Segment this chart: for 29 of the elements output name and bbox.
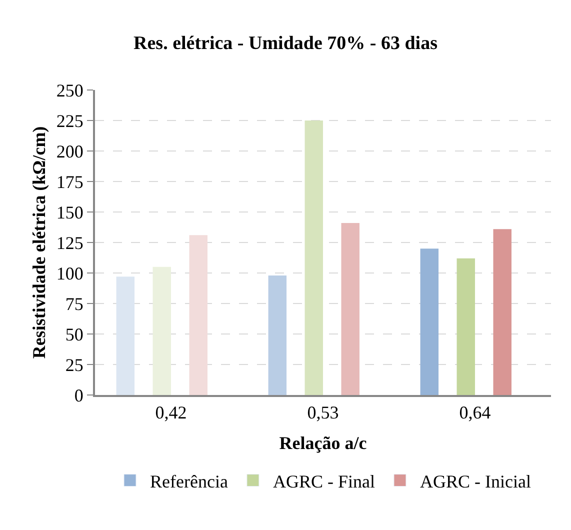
y-tick-label: 100	[56, 263, 84, 284]
x-axis-title: Relação a/c	[279, 433, 367, 454]
x-tick-label: 0,53	[307, 402, 339, 423]
y-tick-label: 225	[56, 110, 84, 131]
y-tick-label: 50	[65, 324, 84, 344]
chart-title: Res. elétrica - Umidade 70% - 63 dias	[134, 33, 438, 54]
bar	[493, 229, 512, 395]
y-tick-label: 250	[56, 80, 84, 100]
x-tick-label: 0,42	[155, 402, 187, 423]
bar	[116, 276, 135, 395]
bar	[268, 275, 287, 395]
bar	[456, 258, 475, 395]
bar	[341, 222, 360, 395]
bar	[304, 120, 323, 395]
y-tick-label: 150	[56, 202, 84, 222]
y-tick-label: 75	[65, 294, 84, 314]
y-tick-label: 0	[74, 385, 84, 406]
y-tick-label: 200	[56, 141, 84, 162]
legend-label: AGRC - Inicial	[420, 471, 531, 492]
bar	[189, 235, 208, 395]
legend-label: AGRC - Final	[272, 471, 375, 492]
y-tick-label: 125	[56, 232, 84, 253]
y-axis-title: Resistividade elétrica (kΩ/cm)	[29, 126, 50, 359]
x-tick-label: 0,64	[459, 402, 491, 423]
bar	[152, 266, 171, 395]
y-tick-label: 175	[56, 172, 84, 192]
bar	[420, 248, 439, 395]
legend-label: Referência	[150, 471, 228, 492]
y-tick-label: 25	[65, 354, 84, 375]
